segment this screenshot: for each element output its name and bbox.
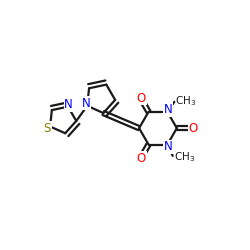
Text: O: O <box>137 92 146 104</box>
Text: O: O <box>137 152 146 165</box>
Text: N: N <box>82 97 90 110</box>
Text: N: N <box>164 103 173 116</box>
Text: CH$_3$: CH$_3$ <box>174 150 195 164</box>
Text: CH$_3$: CH$_3$ <box>176 94 197 108</box>
Text: N: N <box>64 98 73 111</box>
Text: N: N <box>164 140 173 153</box>
Text: O: O <box>188 122 198 135</box>
Text: S: S <box>44 122 51 135</box>
